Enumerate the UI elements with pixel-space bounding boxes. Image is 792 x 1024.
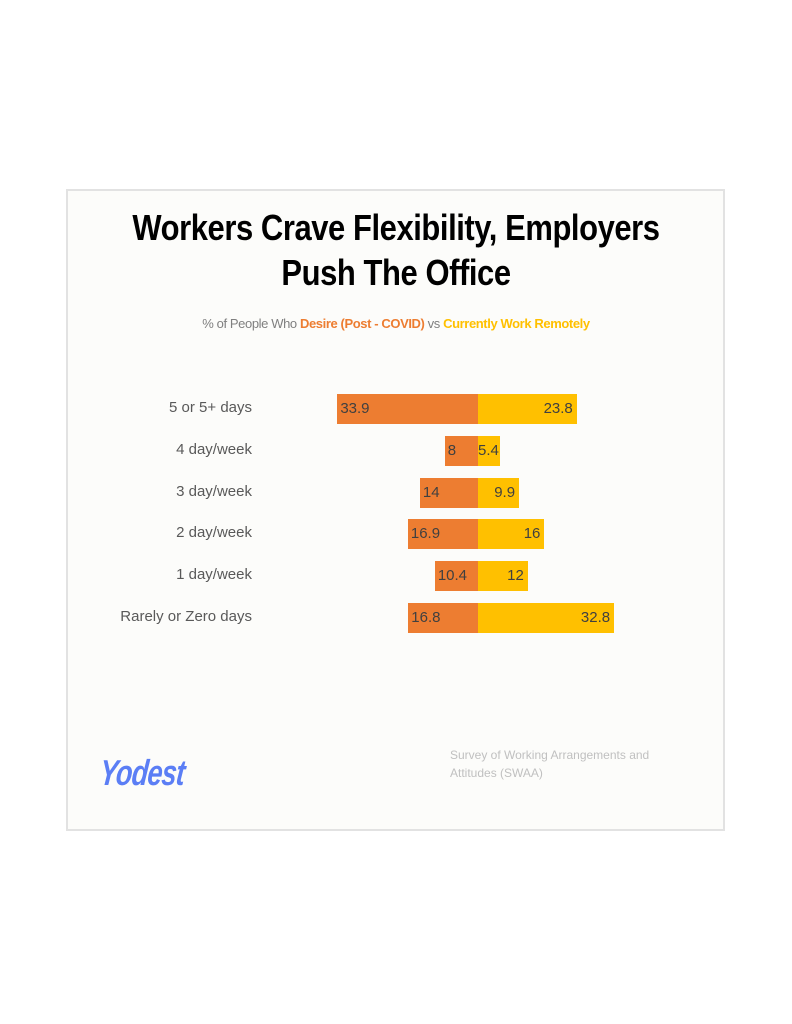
bar-desire: 16.8 [408, 603, 478, 633]
source-note: Survey of Working Arrangements and Attit… [450, 748, 650, 780]
chart-row: 3 day/week 14 9.9 [0, 477, 792, 508]
subtitle-prefix: % of People Who [202, 316, 300, 331]
bar-current: 12 [478, 561, 528, 592]
category-label: 3 day/week [176, 482, 252, 500]
chart-row: 5 or 5+ days 33.9 23.8 [0, 394, 792, 424]
bar-current: 16 [478, 519, 545, 550]
chart-title: Workers Crave Flexibility, Employers Pus… [55, 205, 736, 295]
chart-card [66, 189, 725, 831]
title-line-1: Workers Crave Flexibility, Employers [132, 207, 660, 248]
bar-desire: 8 [444, 435, 478, 466]
category-label: 1 day/week [176, 566, 252, 584]
chart-row: Rarely or Zero days 16.8 32.8 [0, 603, 792, 633]
chart-row: 4 day/week 8 5.4 [0, 435, 792, 466]
category-label: 5 or 5+ days [169, 399, 252, 416]
category-label: 4 day/week [176, 440, 252, 458]
category-label: 2 day/week [176, 524, 252, 542]
yodest-logo: Yodest [97, 752, 187, 793]
bar-desire: 16.9 [407, 519, 478, 550]
legend-current: Currently Work Remotely [443, 316, 590, 331]
bar-current: 5.4 [478, 435, 501, 466]
chart-subtitle: % of People Who Desire (Post - COVID) vs… [0, 316, 792, 331]
bar-desire: 10.4 [434, 561, 478, 592]
bar-current: 23.8 [478, 394, 577, 424]
legend-desire: Desire (Post - COVID) [299, 316, 425, 331]
bar-desire: 14 [419, 477, 478, 508]
chart-row: 2 day/week 16.9 16 [0, 519, 792, 550]
category-label: Rarely or Zero days [120, 608, 252, 625]
title-line-2: Push The Office [281, 252, 511, 293]
subtitle-vs: vs [424, 316, 444, 331]
bar-desire: 33.9 [337, 394, 478, 424]
bar-current: 32.8 [478, 603, 615, 633]
chart-row: 1 day/week 10.4 12 [0, 561, 792, 592]
bar-current: 9.9 [478, 477, 520, 508]
